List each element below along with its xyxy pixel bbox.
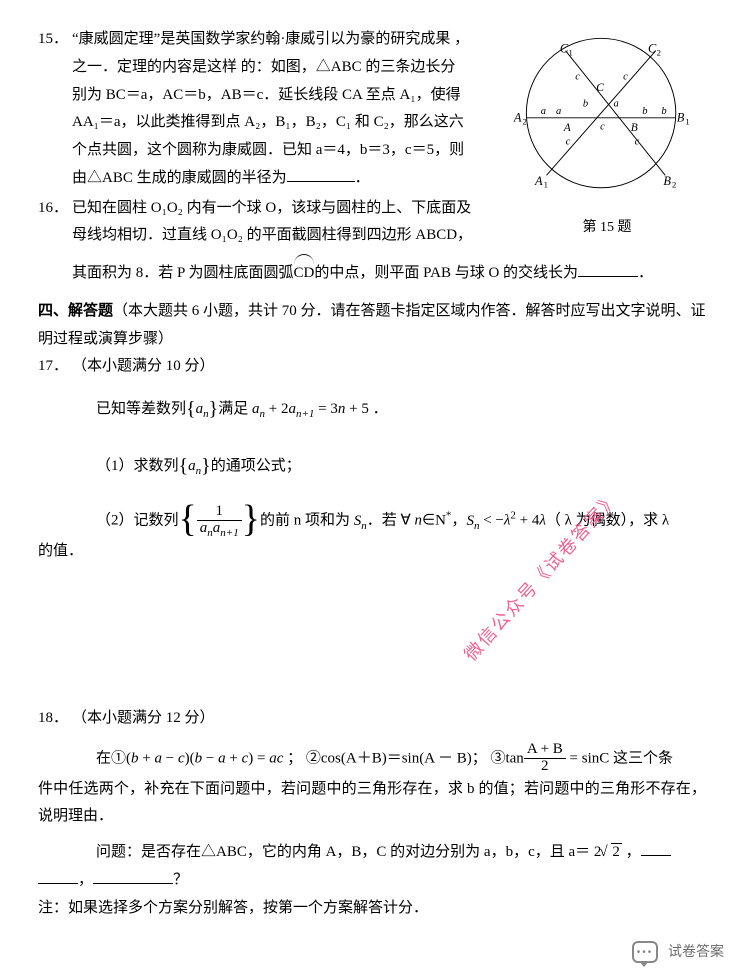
q16-line3: 其面积为 8．若 P 为圆柱底面圆弧CD的中点，则平面 PAB 与球 O 的交线… — [38, 260, 706, 288]
q18-blank3 — [93, 869, 173, 884]
q18-blank2 — [38, 869, 78, 884]
q15-blank — [287, 167, 355, 182]
q18-problem-line2: ，？ — [38, 867, 706, 895]
svg-text:c: c — [635, 137, 640, 148]
svg-text:a: a — [614, 98, 619, 109]
q18-header: （本小题满分 12 分） — [72, 705, 706, 733]
svg-text:1: 1 — [685, 117, 689, 127]
q15-line2: 之一．定理的内容是这样 的：如图，△ABC 的三条边长分 — [72, 59, 455, 75]
svg-text:b: b — [661, 106, 666, 117]
q16-blank — [578, 262, 638, 277]
question-18: 18． （本小题满分 12 分） — [38, 705, 706, 733]
figure-15-caption: 第 15 题 — [512, 215, 702, 241]
svg-text:A: A — [534, 174, 543, 188]
q15-number: 15． — [38, 26, 72, 54]
svg-text:2: 2 — [672, 180, 676, 190]
footer-text: 试卷答案 — [668, 939, 724, 965]
arc-cd: CD — [294, 260, 315, 288]
svg-text:c: c — [623, 72, 628, 83]
figure-15: C1 C2 A2 B1 A1 B2 A B C c c b a a a b b … — [512, 28, 702, 241]
q16-number: 16． — [38, 195, 72, 223]
q16-line2: 母线均相切．过直线 O₁O₂ 的平面截圆柱得到四边形 ABCD， — [72, 227, 472, 243]
svg-text:b: b — [642, 106, 647, 117]
svg-text:2: 2 — [657, 48, 661, 58]
q18-conditions: 在①(b + a − c)(b − a + c) = ac ； ②cos(A＋B… — [38, 743, 706, 776]
svg-text:B: B — [631, 122, 638, 134]
q16-line1: 已知在圆柱 O₁O₂ 内有一个球 O，该球与圆柱的上、下底面及 — [72, 200, 471, 216]
svg-text:b: b — [583, 98, 588, 109]
q17-header: （本小题满分 10 分） — [72, 353, 706, 381]
q15-line4: AA₁＝a，以此类推得到点 A₂，B₁，B₂，C₁ 和 C₂，那么这六 — [72, 114, 464, 130]
svg-text:c: c — [600, 121, 605, 132]
q17-part2-tail: 的值． — [38, 538, 706, 566]
section-4-header: 四、解答题（本大题共 6 小题，共计 70 分．请在答题卡指定区域内作答．解答时… — [38, 298, 706, 354]
q18-line2: 件中任选两个，补充在下面问题中，若问题中的三角形存在，求 b 的值；若问题中的三… — [38, 776, 706, 832]
q18-blank1 — [641, 841, 671, 856]
svg-text:1: 1 — [569, 48, 573, 58]
q15-line6b: ． — [355, 170, 370, 186]
svg-text:a: a — [541, 106, 546, 117]
q15-line5: 个点共圆，这个圆称为康威圆．已知 a＝4，b＝3，c＝5，则 — [72, 142, 464, 158]
q15-line1: “康威圆定理”是英国数学家约翰·康威引以为豪的研究成果 ， — [72, 31, 469, 47]
svg-text:C: C — [596, 82, 604, 94]
q17-number: 17． — [38, 353, 72, 381]
exam-page: C1 C2 A2 B1 A1 B2 A B C c c b a a a b b … — [0, 0, 744, 932]
q18-note: 注：如果选择多个方案分别解答，按第一个方案解答计分． — [38, 895, 706, 923]
footer: ••• 试卷答案 — [632, 939, 724, 965]
svg-text:c: c — [575, 72, 580, 83]
question-17: 17． （本小题满分 10 分） — [38, 353, 706, 381]
svg-text:A: A — [513, 111, 522, 125]
svg-text:1: 1 — [544, 180, 548, 190]
svg-text:B: B — [677, 111, 685, 125]
q17-statement: 已知等差数列{an}满足 an + 2an+1 = 3n + 5 ． — [38, 391, 706, 428]
conway-circle-diagram: C1 C2 A2 B1 A1 B2 A B C c c b a a a b b … — [512, 28, 694, 200]
q18-problem: 问题：是否存在△ABC，它的内角 A，B，C 的对边分别为 a，b，c，且 a＝… — [38, 839, 706, 867]
q15-line3: 别为 BC＝a，AC＝b，AB＝c．延长线段 CA 至点 A₁，使得 — [72, 87, 461, 103]
svg-text:A: A — [563, 122, 572, 134]
svg-text:C: C — [648, 42, 657, 56]
q18-number: 18． — [38, 705, 72, 733]
svg-text:2: 2 — [523, 117, 527, 127]
svg-text:a: a — [556, 106, 561, 117]
q15-line6a: 由△ABC 生成的康威圆的半径为 — [72, 170, 287, 186]
svg-text:B: B — [663, 174, 671, 188]
q17-part1: （1）求数列{an}的通项公式； — [38, 448, 706, 485]
svg-text:C: C — [560, 42, 569, 56]
wechat-icon: ••• — [632, 941, 658, 963]
svg-text:c: c — [566, 137, 571, 148]
